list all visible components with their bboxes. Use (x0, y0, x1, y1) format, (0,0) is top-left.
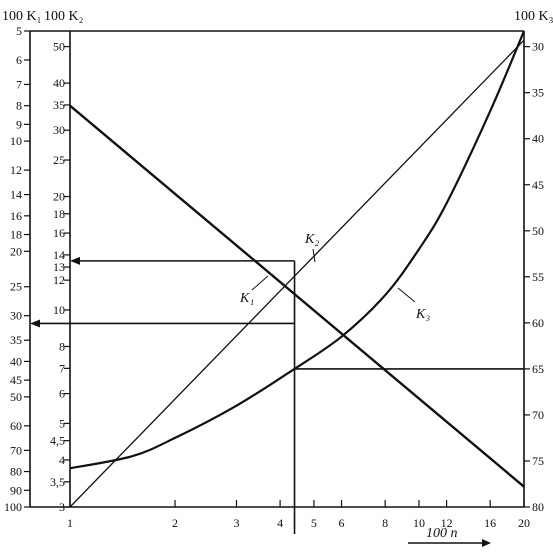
n-tick-label: 1 (67, 516, 73, 530)
n-tick-label: 20 (518, 516, 530, 530)
n-tick-label: 6 (339, 516, 345, 530)
k3-series-label: K₃ (415, 307, 430, 322)
series-label-leader (312, 248, 316, 263)
series-label-leader (397, 287, 416, 303)
k2-tick-label: 50 (53, 40, 65, 54)
k3-tick-label: 40 (532, 132, 544, 146)
series-layer: K₁ K₂ K₃ (69, 30, 526, 508)
k2-series-line (69, 39, 525, 508)
k2-readout-arrowhead (70, 256, 80, 265)
k1-tick-label: 20 (10, 244, 22, 258)
k1-series-line (69, 104, 525, 488)
k1-tick-label: 6 (16, 53, 22, 67)
axes (29, 30, 525, 547)
tick-labels: 5678910121416182025303540455060708090100… (4, 24, 544, 530)
k2-tick-label: 5 (59, 416, 65, 430)
k3-tick-label: 45 (532, 178, 544, 192)
k3-tick-label: 55 (532, 270, 544, 284)
reference-lines (30, 256, 524, 534)
k3-tick-label: 65 (532, 362, 544, 376)
k2-tick-label: 3 (59, 500, 65, 514)
n-tick-label: 2 (172, 516, 178, 530)
k1-tick-label: 35 (10, 333, 22, 347)
n-tick-label: 8 (382, 516, 388, 530)
k2-tick-label: 18 (53, 207, 65, 221)
n-tick-label: 16 (484, 516, 496, 530)
k1-tick-label: 12 (10, 163, 22, 177)
k1-tick-label: 80 (10, 465, 22, 479)
k2-tick-label: 3,5 (50, 475, 65, 489)
k1-tick-label: 45 (10, 373, 22, 387)
k3-series-curve (69, 30, 526, 470)
n-tick-label: 12 (441, 516, 453, 530)
k1-tick-label: 5 (16, 24, 22, 38)
n-tick-label: 5 (311, 516, 317, 530)
k1-tick-label: 30 (10, 309, 22, 323)
k1-tick-label: 18 (10, 228, 22, 242)
k1-axis-label: 100 K₁ (2, 9, 42, 24)
series-label-leader (251, 275, 269, 291)
k1-series-label: K₁ (239, 291, 254, 306)
ticks (24, 30, 530, 508)
k2-tick-label: 10 (53, 303, 65, 317)
k3-tick-label: 75 (532, 454, 544, 468)
k2-tick-label: 7 (59, 361, 65, 375)
k2-tick-label: 25 (53, 153, 65, 167)
k1-tick-label: 90 (10, 483, 22, 497)
k1-readout-arrowhead (30, 319, 40, 328)
n-axis-arrowhead (482, 539, 491, 547)
k1-tick-label: 50 (10, 390, 22, 404)
k1-tick-label: 8 (16, 99, 22, 113)
k1-tick-label: 7 (16, 77, 22, 91)
k3-tick-label: 60 (532, 316, 544, 330)
k3-tick-label: 80 (532, 500, 544, 514)
k2-tick-label: 4,5 (50, 434, 65, 448)
k2-tick-label: 14 (53, 248, 65, 262)
k1-tick-label: 25 (10, 280, 22, 294)
k2-tick-label: 12 (53, 273, 65, 287)
k1-tick-label: 14 (10, 188, 22, 202)
k3-tick-label: 30 (532, 40, 544, 54)
k1-tick-label: 10 (10, 134, 22, 148)
k3-tick-label: 70 (532, 408, 544, 422)
k2-tick-label: 20 (53, 190, 65, 204)
k2-series-label: K₂ (304, 232, 319, 247)
axis-titles: 100 K₁ 100 K₂ 100 K₃ 100 n (2, 9, 553, 541)
n-axis-label: 100 n (426, 526, 458, 541)
k1-tick-label: 100 (4, 500, 22, 514)
k2-tick-label: 30 (53, 123, 65, 137)
n-tick-label: 10 (413, 516, 425, 530)
k2-tick-label: 16 (53, 226, 65, 240)
k2-axis-label: 100 K₂ (44, 9, 84, 24)
k2-tick-label: 35 (53, 98, 65, 112)
k1-tick-label: 40 (10, 354, 22, 368)
k1-tick-label: 60 (10, 419, 22, 433)
k1-tick-label: 9 (16, 117, 22, 131)
k2-tick-label: 6 (59, 387, 65, 401)
k2-tick-label: 8 (59, 339, 65, 353)
k3-tick-label: 50 (532, 224, 544, 238)
k2-tick-label: 13 (53, 260, 65, 274)
k3-axis-label: 100 K₃ (514, 9, 553, 24)
k2-tick-label: 4 (59, 453, 65, 467)
n-tick-label: 3 (233, 516, 239, 530)
k2-tick-label: 40 (53, 76, 65, 90)
n-tick-label: 4 (277, 516, 283, 530)
k1-tick-label: 70 (10, 443, 22, 457)
k3-tick-label: 35 (532, 86, 544, 100)
k1-tick-label: 16 (10, 209, 22, 223)
